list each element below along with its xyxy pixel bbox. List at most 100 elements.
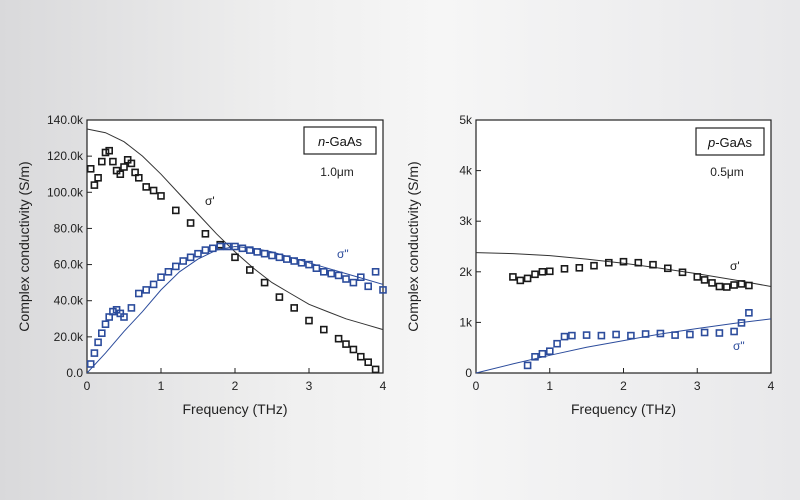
- data-point: [319, 267, 328, 276]
- data-point: [538, 267, 547, 276]
- data-point: [260, 278, 269, 287]
- data-point: [282, 255, 291, 263]
- data-point: [371, 267, 380, 276]
- sample-label-suffix: -GaAs: [715, 135, 752, 150]
- data-point: [135, 289, 143, 298]
- data-point: [101, 320, 110, 329]
- data-point: [149, 186, 158, 195]
- y-tick-label: 80.0k: [54, 221, 84, 235]
- data-point: [305, 316, 313, 325]
- y-tick-label: 4k: [459, 164, 473, 178]
- series-label-sigma-real: σ': [205, 194, 215, 208]
- data-point: [568, 331, 576, 340]
- data-point: [164, 267, 173, 276]
- data-point: [142, 183, 150, 191]
- y-axis-label: Complex conductivity (S/m): [16, 161, 32, 331]
- data-point: [356, 273, 365, 282]
- data-point: [231, 253, 239, 262]
- data-point: [619, 257, 628, 266]
- data-point: [238, 244, 247, 253]
- data-point: [575, 263, 584, 272]
- series-sigma-imag: [86, 242, 387, 368]
- data-point: [745, 281, 753, 290]
- x-tick-label: 4: [380, 379, 387, 393]
- data-point: [194, 249, 202, 258]
- data-point: [356, 352, 365, 361]
- data-point: [516, 276, 525, 285]
- chart-panel-1: 0.0 20.0k 40.0k 60.0k 80.0k 100.0k 120.0k 140.0…: [16, 113, 387, 417]
- data-point: [349, 278, 358, 287]
- y-tick-label: 3k: [459, 214, 473, 228]
- data-point: [715, 329, 724, 337]
- data-point: [745, 308, 753, 317]
- data-point: [700, 276, 709, 284]
- data-point: [656, 329, 665, 338]
- data-point: [531, 270, 539, 279]
- data-point: [209, 244, 217, 253]
- data-point: [142, 286, 150, 294]
- data-point: [671, 331, 679, 339]
- data-point: [149, 280, 158, 289]
- data-point: [253, 248, 261, 256]
- x-tick-label: 0: [84, 379, 91, 393]
- data-point: [90, 181, 99, 189]
- data-point: [523, 361, 532, 370]
- chart-panel-2: 0 1k 2k 3k 4k 5k 0 1 2 3 4 Frequency (THz) Complex c…: [405, 113, 775, 417]
- series-label-sigma-imag: σ": [337, 247, 349, 261]
- data-point: [86, 165, 95, 173]
- y-tick-label: 140.0k: [47, 113, 84, 127]
- data-point: [364, 358, 373, 367]
- sample-label-box: [303, 126, 377, 155]
- film-thickness-label: 1.0μm: [320, 165, 354, 179]
- data-point: [94, 174, 102, 182]
- data-point: [342, 340, 350, 348]
- data-point: [94, 338, 102, 347]
- data-point: [604, 258, 613, 267]
- data-point: [686, 330, 694, 339]
- data-point: [371, 365, 380, 374]
- data-point: [523, 274, 532, 283]
- data-point: [627, 331, 635, 340]
- data-point: [157, 192, 165, 200]
- data-point: [186, 253, 195, 262]
- plot-frame: [475, 119, 772, 374]
- data-point: [186, 219, 195, 227]
- data-point: [327, 269, 336, 278]
- data-point: [597, 331, 606, 340]
- data-point: [120, 313, 128, 321]
- y-tick-label: 2k: [459, 265, 473, 279]
- x-tick-label: 1: [546, 379, 553, 393]
- data-point: [105, 146, 113, 155]
- data-point: [135, 174, 143, 182]
- data-point: [290, 257, 299, 265]
- sample-label-prefix: n: [318, 134, 325, 149]
- data-point: [216, 242, 224, 251]
- data-point: [312, 264, 321, 273]
- y-tick-label: 20.0k: [54, 330, 84, 344]
- data-point: [582, 331, 591, 339]
- sample-label: n-GaAs: [318, 134, 363, 149]
- data-point: [737, 319, 746, 327]
- data-point: [730, 327, 738, 336]
- data-point: [342, 275, 350, 283]
- data-point: [334, 334, 343, 343]
- data-point: [379, 286, 387, 294]
- data-point: [678, 268, 687, 277]
- data-point: [127, 304, 136, 312]
- data-point: [86, 360, 95, 368]
- data-point: [531, 352, 539, 361]
- series-label-sigma-imag: σ": [733, 339, 745, 353]
- film-thickness-label: 0.5μm: [710, 165, 744, 179]
- data-point: [700, 328, 709, 337]
- data-point: [116, 170, 125, 178]
- fit-curve-sigma-imag: [475, 318, 772, 374]
- data-point: [715, 282, 724, 291]
- data-point: [693, 273, 702, 281]
- data-point: [560, 332, 569, 341]
- x-tick-label: 2: [232, 379, 239, 393]
- data-point: [708, 279, 716, 287]
- data-point: [319, 325, 328, 334]
- data-point: [297, 258, 306, 267]
- series-sigma-real: [509, 257, 753, 291]
